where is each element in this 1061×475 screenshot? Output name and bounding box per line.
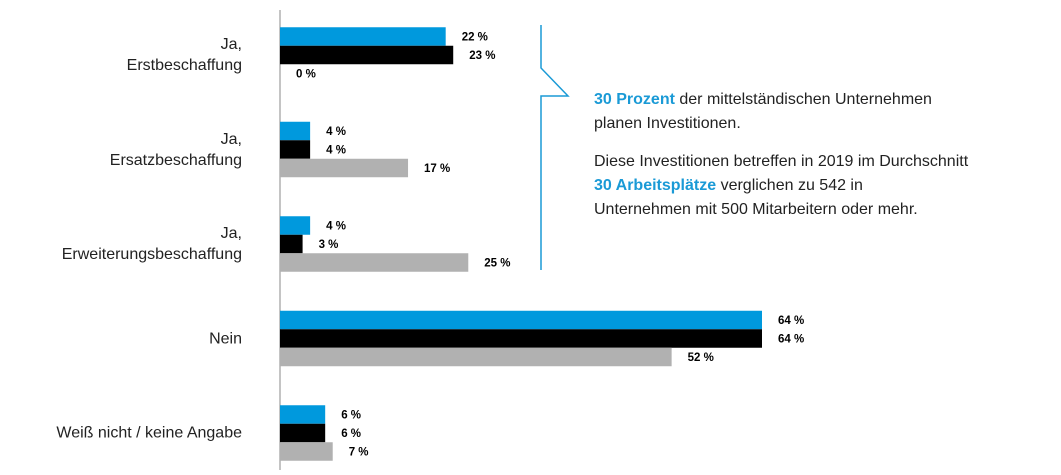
bracket (540, 25, 570, 270)
bar (280, 442, 333, 461)
annotation-paragraph: Diese Investitionen betreffen in 2019 im… (594, 150, 968, 222)
bar (280, 253, 469, 272)
bar (280, 405, 326, 424)
category-label: Nein (209, 330, 242, 347)
bar (280, 347, 672, 367)
value-label: 6 % (341, 410, 361, 422)
value-label: 7 % (349, 447, 369, 459)
value-label: 0 % (296, 69, 316, 81)
value-label: 25 % (484, 258, 510, 270)
category-label: Ja, Erweiterungsbeschaffung (61, 225, 242, 263)
category-label: Ja, Ersatzbeschaffung (109, 130, 242, 169)
value-label: 4 % (326, 126, 346, 138)
bar (280, 216, 311, 235)
bar (280, 27, 446, 46)
category-label: Weiß nicht / keine Angabe (56, 424, 242, 442)
bar (280, 45, 454, 65)
annotation: 30 Prozent der mittelständischen Unterne… (594, 88, 968, 236)
bar (280, 310, 762, 330)
value-label: 23 % (469, 50, 495, 62)
value-label: 4 % (326, 221, 346, 233)
bar (280, 158, 409, 178)
bar (280, 329, 762, 348)
value-label: 3 % (319, 239, 339, 251)
value-label: 17 % (424, 163, 450, 175)
value-label: 52 % (688, 352, 714, 364)
value-label: 64 % (778, 315, 804, 327)
bar (280, 423, 326, 443)
value-label: 6 % (341, 428, 361, 440)
annotation-text: 30 Prozent (594, 91, 675, 108)
category-label: Ja, Erstbeschaffung (126, 36, 242, 74)
bar (280, 234, 303, 254)
annotation-text: der mittelständischen Unternehmen planen… (594, 91, 932, 132)
value-label: 64 % (778, 334, 804, 346)
annotation-paragraph: 30 Prozent der mittelständischen Unterne… (594, 88, 968, 136)
value-label: 22 % (462, 32, 488, 44)
annotation-text: verglichen zu 542 in Unternehmen mit 500… (594, 177, 918, 218)
annotation-text: Diese Investitionen betreffen in 2019 im… (594, 153, 969, 170)
annotation-text: 30 Arbeitsplätze (594, 177, 717, 194)
value-label: 4 % (326, 145, 346, 157)
bar (280, 140, 311, 159)
bar (280, 121, 311, 141)
